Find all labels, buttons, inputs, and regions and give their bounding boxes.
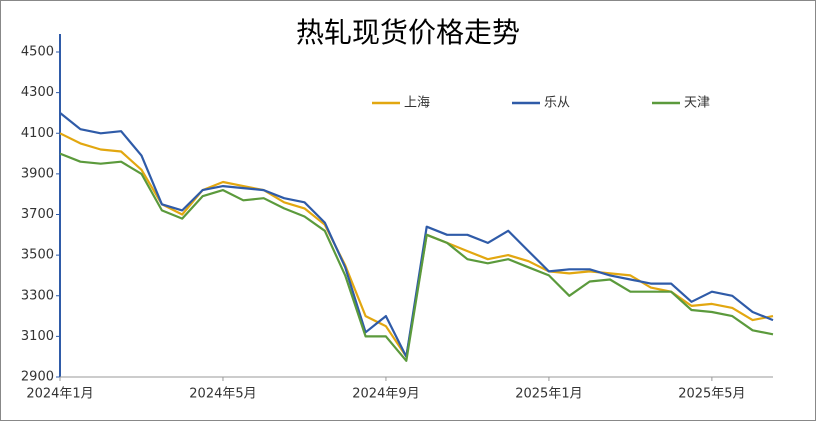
series-line xyxy=(59,152,774,362)
x-tick-label: 2024年9月 xyxy=(352,387,419,402)
legend-label: 天津 xyxy=(684,96,710,111)
x-tick-label: 2025年1月 xyxy=(515,387,582,402)
x-tick-label: 2024年1月 xyxy=(26,387,93,402)
y-tick-label: 4300 xyxy=(21,85,54,100)
legend-label: 上海 xyxy=(404,96,430,111)
legend-label: 乐从 xyxy=(544,96,570,111)
chart-title: 热轧现货价格走势 xyxy=(296,16,520,49)
y-tick-label: 3900 xyxy=(21,166,54,181)
y-tick-label: 3500 xyxy=(21,248,54,263)
y-tick-label: 4100 xyxy=(21,126,54,141)
x-tick-label: 2024年5月 xyxy=(189,387,256,402)
y-tick-label: 3100 xyxy=(21,329,54,344)
y-tick-label: 2900 xyxy=(21,370,54,385)
y-tick-label: 3300 xyxy=(21,288,54,303)
y-tick-label: 4500 xyxy=(21,45,54,60)
y-tick-label: 3700 xyxy=(21,207,54,222)
x-tick-label: 2025年5月 xyxy=(678,387,745,402)
